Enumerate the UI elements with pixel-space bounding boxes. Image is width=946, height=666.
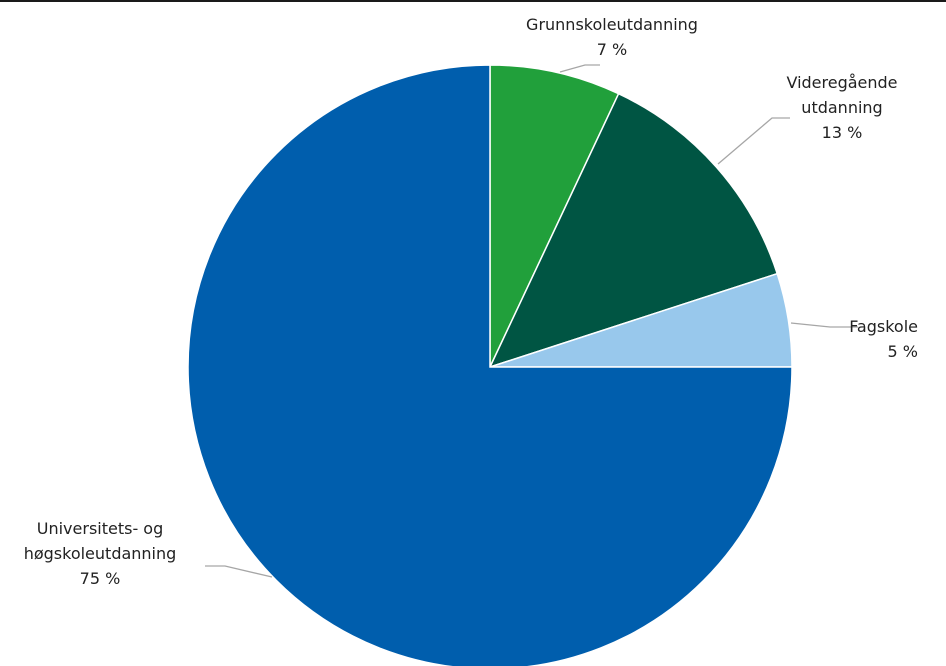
slice-name-1: Videregående [786,73,897,92]
slice-name-1: utdanning [801,98,882,117]
top-rule [0,0,946,2]
pie-slice-0 [489,64,620,368]
slice-label-0: Grunnskoleutdanning 7 % [526,15,698,59]
pie-slices [187,64,793,666]
slice-labels: Grunnskoleutdanning 7 % Videregående utdann… [24,15,918,588]
slice-value-2: 5 % [888,342,918,361]
slice-label-2: Fagskole 5 % [849,317,918,361]
slice-name-2: Fagskole [849,317,918,336]
slice-name-3: høgskoleutdanning [24,544,177,563]
leader-line-3 [205,565,273,578]
leader-lines [205,64,858,578]
slice-label-1: Videregående utdanning 13 % [786,73,897,142]
slice-value-1: 13 % [822,123,863,142]
leader-line-1 [717,117,790,165]
slice-label-3: Universitets- og høgskoleutdanning 75 % [24,519,177,588]
slice-value-0: 7 % [597,40,627,59]
pie-slice-3 [187,64,793,666]
slice-name-3: Universitets- og [37,519,164,538]
leader-line-2 [790,322,858,328]
slice-name-0: Grunnskoleutdanning [526,15,698,34]
pie-slice-1 [488,92,779,369]
leader-line-0 [559,64,600,73]
slice-value-3: 75 % [80,569,121,588]
